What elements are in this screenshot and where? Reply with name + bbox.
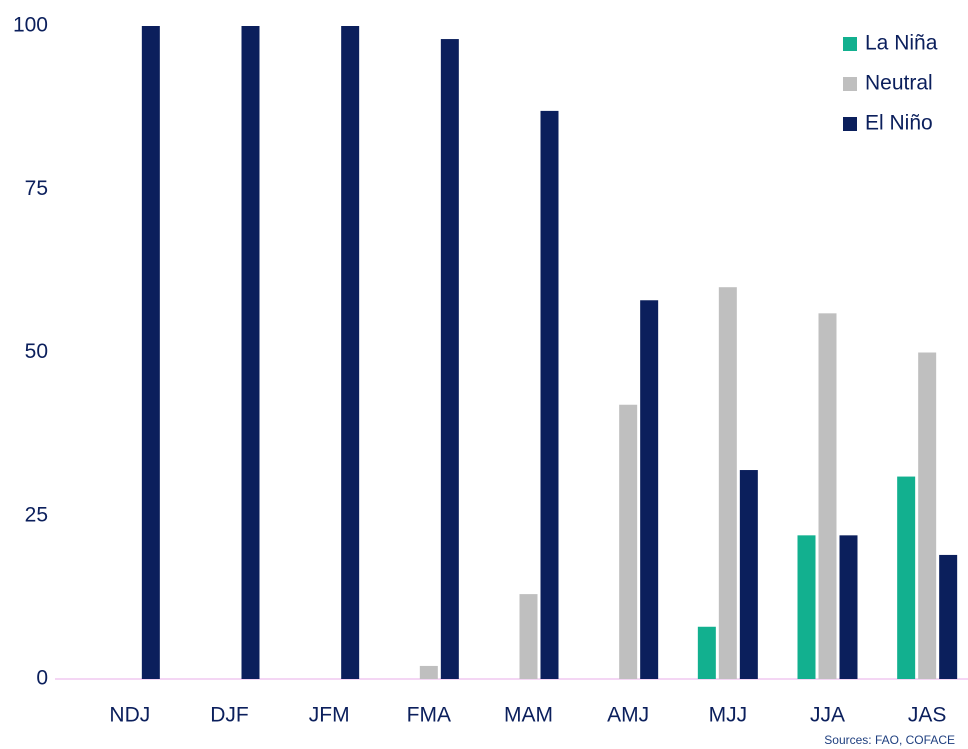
bar bbox=[640, 300, 659, 679]
legend-label: La Niña bbox=[865, 32, 938, 55]
x-tick-label: JAS bbox=[908, 704, 947, 727]
bar bbox=[519, 594, 538, 679]
bar bbox=[341, 26, 360, 679]
bar bbox=[619, 404, 638, 679]
bar bbox=[697, 626, 716, 679]
x-tick-label: JFM bbox=[309, 704, 350, 727]
bar bbox=[839, 535, 858, 679]
legend-swatch bbox=[843, 117, 857, 131]
legend-label: Neutral bbox=[865, 72, 933, 95]
bar bbox=[141, 26, 160, 679]
legend-swatch bbox=[843, 77, 857, 91]
legend-swatch bbox=[843, 37, 857, 51]
bar bbox=[797, 535, 816, 679]
bar bbox=[939, 554, 958, 679]
x-tick-label: AMJ bbox=[607, 704, 649, 727]
bar bbox=[241, 26, 260, 679]
bar bbox=[739, 470, 758, 679]
bar bbox=[540, 110, 559, 679]
x-tick-label: FMA bbox=[407, 704, 451, 727]
x-tick-label: NDJ bbox=[109, 704, 150, 727]
y-tick-label: 75 bbox=[25, 177, 48, 200]
bar bbox=[918, 352, 937, 679]
legend-label: El Niño bbox=[865, 112, 933, 135]
bar bbox=[818, 313, 837, 679]
source-note: Sources: FAO, COFACE bbox=[824, 733, 955, 747]
x-tick-label: MJJ bbox=[709, 704, 748, 727]
bar bbox=[897, 476, 916, 679]
bar bbox=[718, 287, 737, 679]
y-tick-label: 100 bbox=[13, 14, 48, 37]
y-tick-label: 0 bbox=[36, 667, 48, 690]
x-tick-label: MAM bbox=[504, 704, 553, 727]
x-tick-label: JJA bbox=[810, 704, 845, 727]
bar bbox=[419, 665, 438, 679]
y-tick-label: 50 bbox=[25, 340, 48, 363]
bar bbox=[440, 39, 459, 680]
x-tick-label: DJF bbox=[210, 704, 249, 727]
y-tick-label: 25 bbox=[25, 503, 48, 526]
